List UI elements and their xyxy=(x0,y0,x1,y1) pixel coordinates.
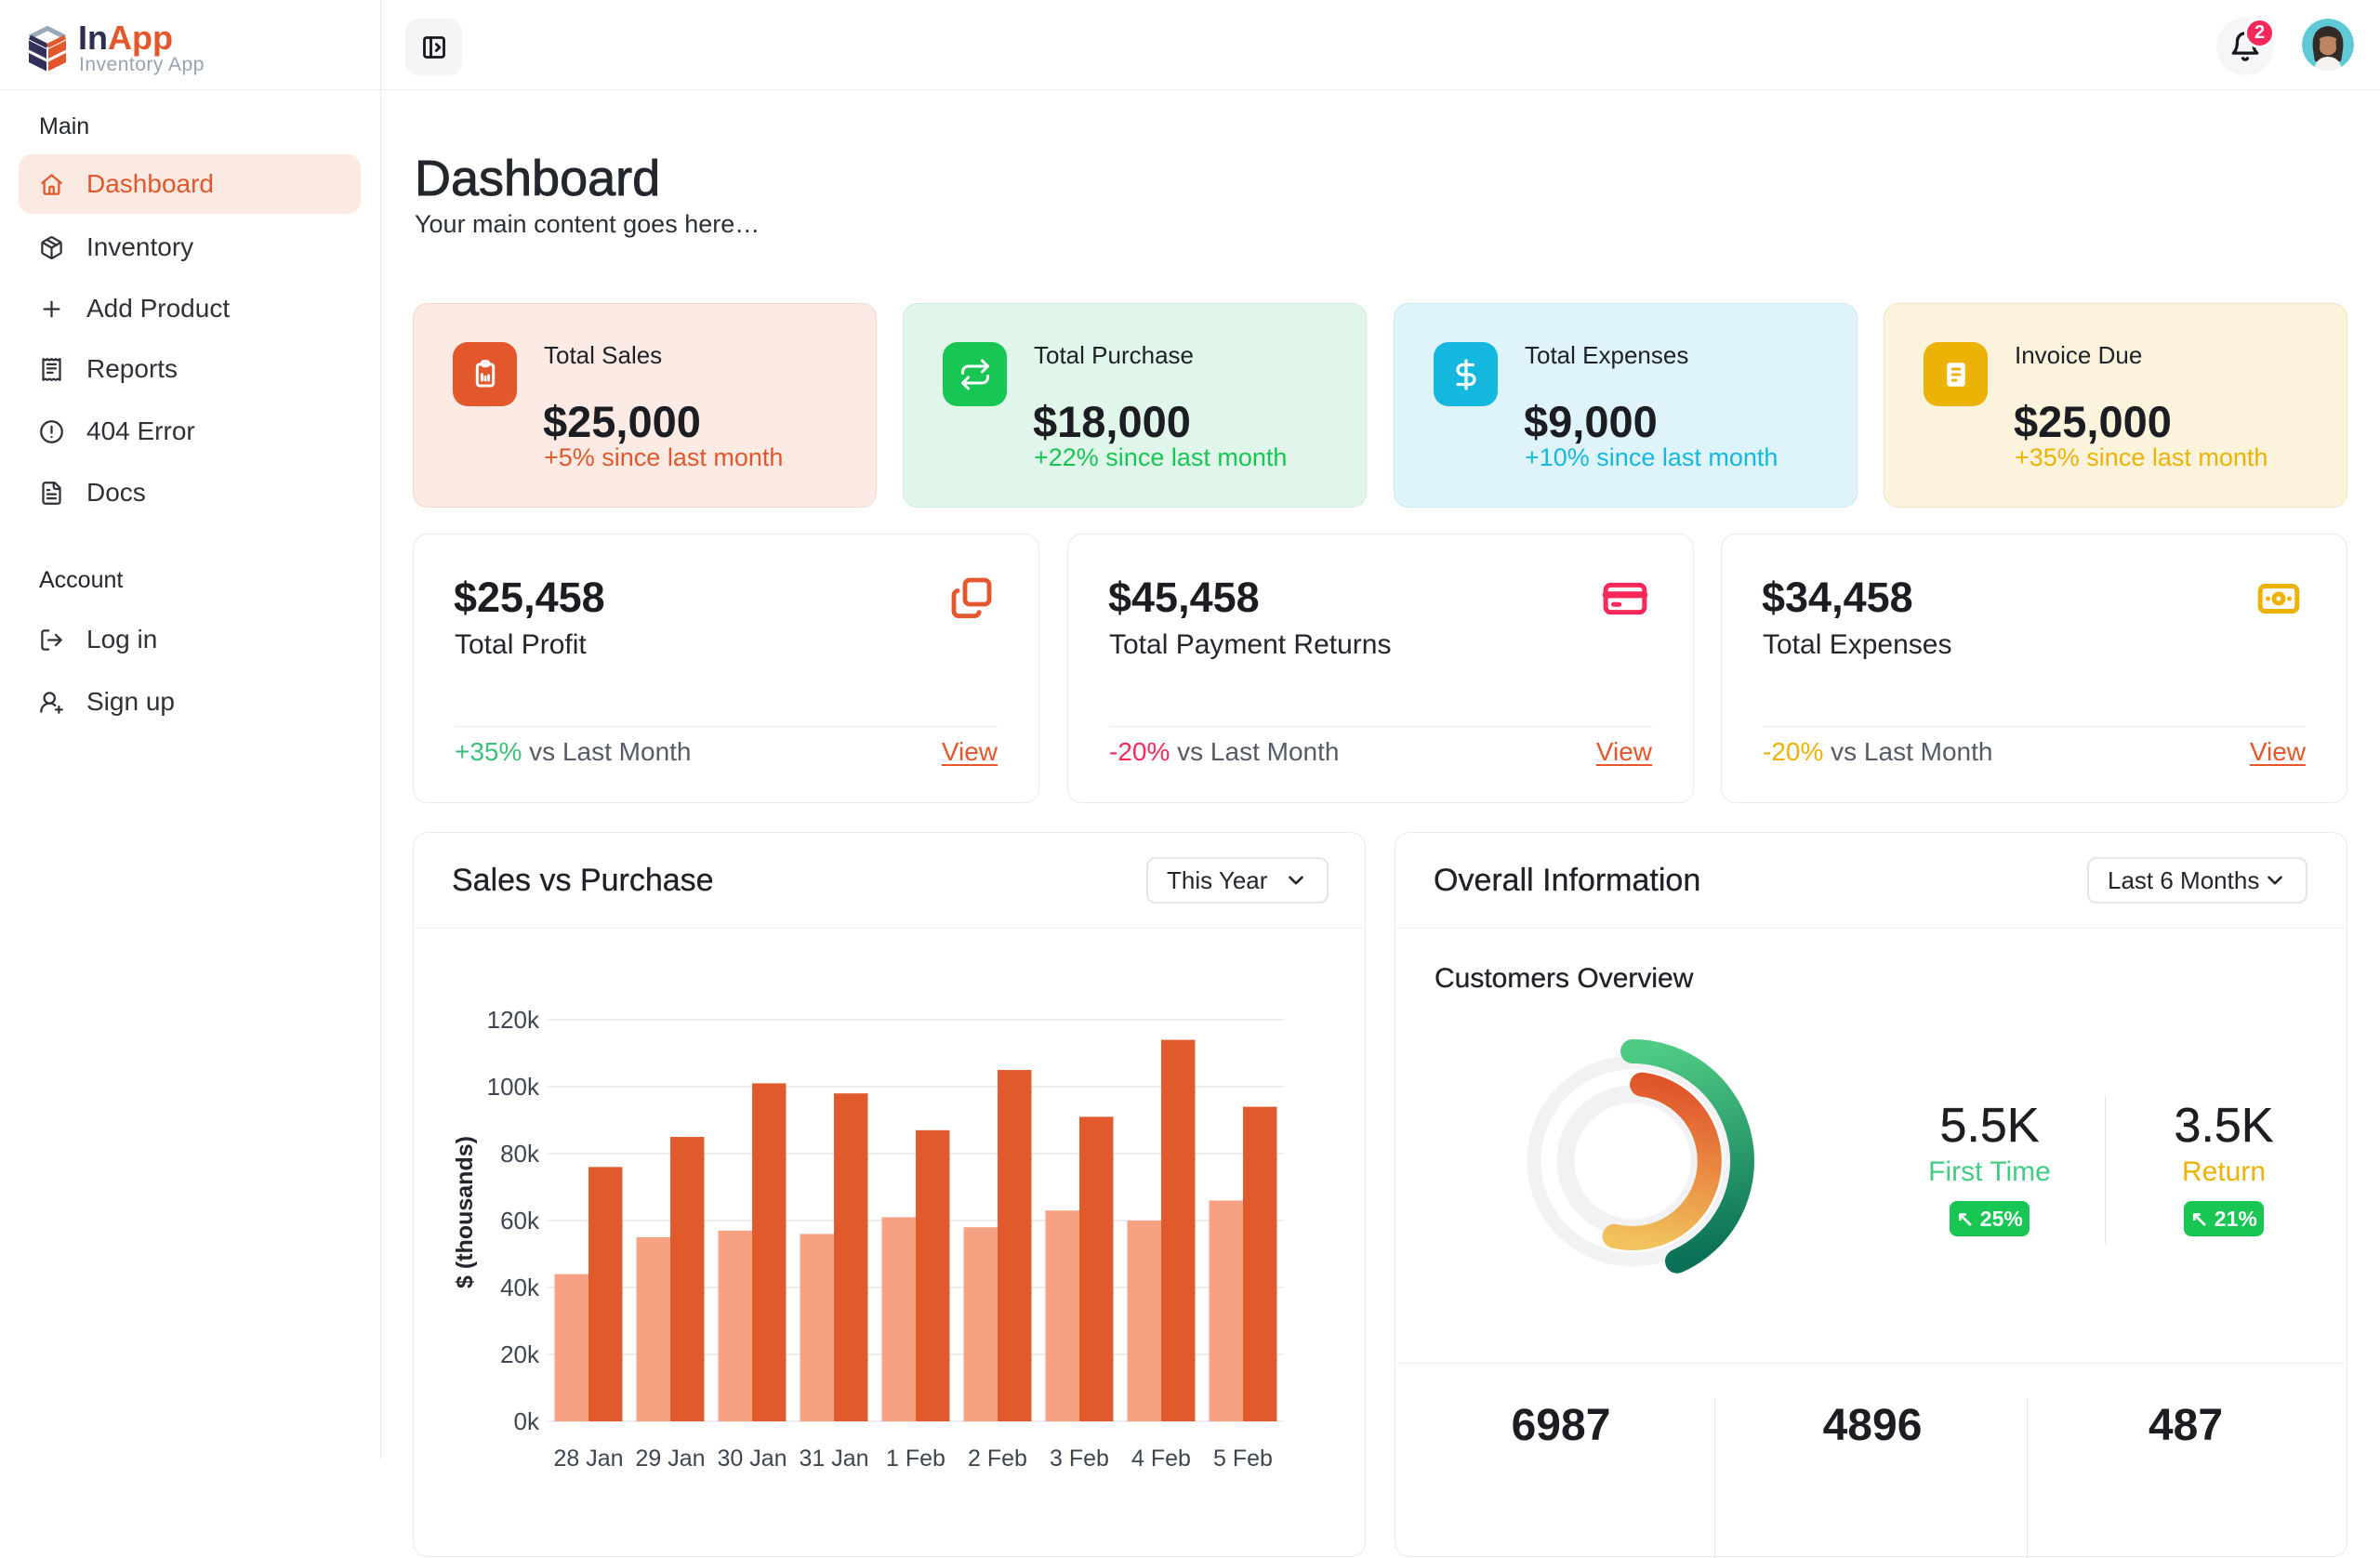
svg-text:1 Feb: 1 Feb xyxy=(886,1446,945,1467)
svg-text:60k: 60k xyxy=(500,1207,540,1235)
svg-text:31 Jan: 31 Jan xyxy=(799,1446,868,1467)
svg-text:29 Jan: 29 Jan xyxy=(635,1446,705,1467)
svg-text:3 Feb: 3 Feb xyxy=(1050,1446,1109,1467)
svg-text:0k: 0k xyxy=(514,1407,540,1435)
svg-text:20k: 20k xyxy=(500,1340,540,1368)
svg-text:$ (thousands): $ (thousands) xyxy=(452,1136,478,1288)
svg-text:40k: 40k xyxy=(500,1274,540,1301)
svg-text:2 Feb: 2 Feb xyxy=(968,1446,1027,1467)
svg-text:30 Jan: 30 Jan xyxy=(717,1446,787,1467)
svg-text:5 Feb: 5 Feb xyxy=(1213,1446,1273,1467)
svg-text:28 Jan: 28 Jan xyxy=(553,1446,623,1467)
svg-text:80k: 80k xyxy=(500,1140,540,1168)
svg-text:120k: 120k xyxy=(487,1006,540,1034)
svg-text:100k: 100k xyxy=(487,1073,540,1101)
svg-text:4 Feb: 4 Feb xyxy=(1131,1446,1191,1467)
